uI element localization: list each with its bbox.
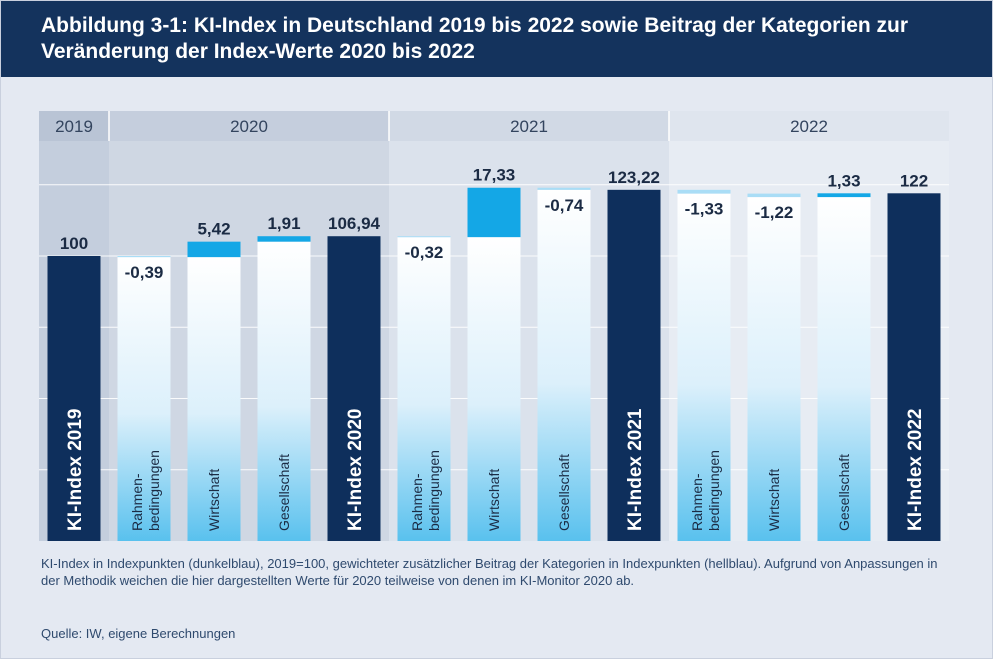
delta-base-bar — [257, 241, 311, 542]
index-bar — [47, 256, 101, 541]
value-label: -0,32 — [405, 243, 444, 262]
category-label: Rahmen-bedingungen — [129, 450, 162, 531]
year-label: 2020 — [230, 117, 268, 136]
category-label: Rahmen-bedingungen — [689, 450, 722, 531]
index-bar — [607, 189, 661, 541]
index-category-label: KI-Index 2020 — [345, 409, 366, 532]
value-label: -0,39 — [125, 263, 164, 282]
category-label: Wirtschaft — [206, 469, 222, 531]
year-label: 2019 — [55, 117, 93, 136]
index-bar — [887, 193, 941, 542]
category-label-line: Gesellschaft — [276, 454, 292, 531]
delta-decrease-bar — [397, 236, 451, 238]
value-label: 106,94 — [328, 214, 381, 233]
category-label-line: Gesellschaft — [556, 454, 572, 531]
delta-increase-bar — [257, 236, 311, 242]
category-label: Wirtschaft — [486, 469, 502, 531]
figure-title: Abbildung 3-1: KI-Index in Deutschland 2… — [41, 14, 909, 63]
category-label: Gesellschaft — [276, 454, 292, 531]
category-label-line: Wirtschaft — [206, 469, 222, 531]
waterfall-chart: 2019 2020 2021 2022 KI-Index 2019 100 Rahmen-b… — [39, 111, 949, 542]
category-label: Wirtschaft — [766, 469, 782, 531]
value-label: 100 — [60, 234, 88, 253]
index-category-label: KI-Index 2019 — [65, 409, 86, 532]
index-category-label: KI-Index 2021 — [625, 408, 646, 531]
delta-decrease-bar — [537, 187, 591, 190]
category-label-line: Gesellschaft — [836, 454, 852, 531]
category-label-line: Rahmen- — [689, 473, 705, 531]
delta-base-bar — [467, 237, 521, 541]
year-header — [669, 111, 949, 141]
delta-base-bar — [537, 189, 591, 541]
year-header — [39, 111, 109, 141]
index-category-label: KI-Index 2022 — [905, 409, 926, 532]
delta-base-bar — [747, 197, 801, 541]
year-label: 2021 — [510, 117, 548, 136]
delta-base-bar — [117, 257, 171, 541]
year-header — [109, 111, 389, 141]
value-label: 5,42 — [197, 220, 230, 239]
title-bar: Abbildung 3-1: KI-Index in Deutschland 2… — [1, 1, 992, 77]
category-label-line: bedingungen — [706, 450, 722, 531]
index-bar — [327, 236, 381, 541]
value-label: -0,74 — [545, 196, 584, 215]
category-label-line: Rahmen- — [129, 473, 145, 531]
delta-base-bar — [187, 257, 241, 541]
value-label: 17,33 — [473, 166, 516, 185]
category-label-line: bedingungen — [426, 450, 442, 531]
delta-base-bar — [397, 237, 451, 541]
category-label-line: bedingungen — [146, 450, 162, 531]
footnote: KI-Index in Indexpunkten (dunkelblau), 2… — [41, 556, 938, 588]
category-label: Gesellschaft — [556, 454, 572, 531]
value-label: -1,22 — [755, 203, 794, 222]
year-label: 2022 — [790, 117, 828, 136]
delta-decrease-bar — [677, 189, 731, 194]
category-label-line: Wirtschaft — [486, 469, 502, 531]
year-header — [389, 111, 669, 141]
value-label: 122 — [900, 171, 928, 190]
value-label: 1,33 — [827, 171, 860, 190]
delta-decrease-bar — [117, 256, 171, 258]
delta-decrease-bar — [747, 193, 801, 198]
category-label: Rahmen-bedingungen — [409, 450, 442, 531]
delta-increase-bar — [187, 241, 241, 258]
category-label-line: Rahmen- — [409, 473, 425, 531]
delta-increase-bar — [817, 193, 871, 198]
category-label: Gesellschaft — [836, 454, 852, 531]
delta-base-bar — [817, 197, 871, 541]
category-label-line: Wirtschaft — [766, 469, 782, 531]
delta-increase-bar — [467, 187, 521, 238]
delta-base-bar — [677, 193, 731, 541]
source-note: Quelle: IW, eigene Berechnungen — [41, 626, 236, 641]
value-label: -1,33 — [685, 200, 724, 219]
value-label: 1,91 — [267, 214, 300, 233]
value-label: 123,22 — [608, 168, 660, 187]
